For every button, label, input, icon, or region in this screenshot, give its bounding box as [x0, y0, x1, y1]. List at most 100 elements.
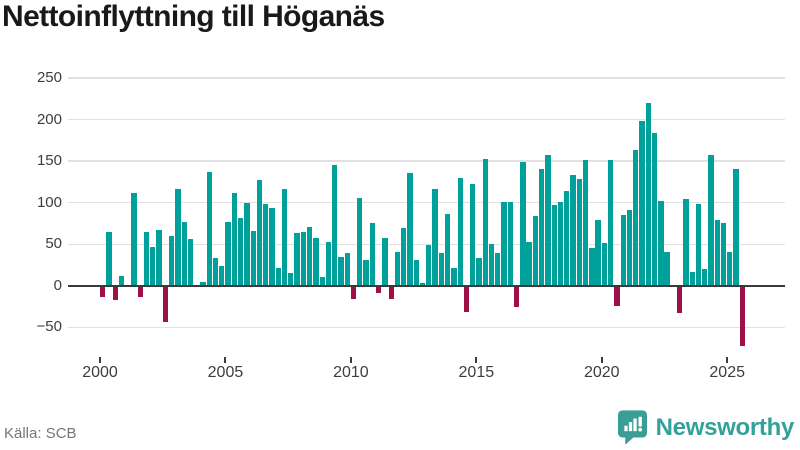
bar: [219, 265, 225, 286]
bar: [181, 221, 187, 286]
bar: [244, 202, 250, 286]
bar: [658, 201, 664, 286]
bar: [256, 180, 263, 286]
bar: [263, 203, 269, 286]
bar: [727, 251, 733, 286]
bar: [695, 203, 702, 286]
bar: [388, 285, 394, 300]
bar: [451, 268, 457, 286]
bar: [281, 189, 288, 286]
bar: [720, 223, 727, 286]
bar: [187, 239, 194, 286]
bar: [708, 155, 714, 286]
newsworthy-wordmark: Newsworthy: [655, 414, 795, 441]
bar: [739, 285, 746, 347]
bar: [482, 158, 488, 286]
y-tick-label: 150: [36, 152, 62, 170]
bar: [319, 276, 325, 286]
bar: [488, 244, 495, 286]
bar: [200, 281, 206, 286]
bar: [300, 231, 306, 286]
gridline: [68, 160, 785, 162]
y-tick-label: 250: [36, 69, 62, 87]
y-tick-label: 50: [45, 235, 62, 253]
gridline: [68, 326, 785, 329]
bar: [237, 217, 244, 286]
bar: [526, 241, 532, 286]
bar: [413, 260, 419, 286]
bar: [344, 252, 350, 286]
bar: [438, 253, 444, 286]
bar: [363, 260, 369, 286]
bar: [582, 160, 589, 286]
bar: [470, 183, 476, 286]
bar: [664, 251, 670, 286]
bar: [626, 210, 633, 286]
bar: [168, 235, 175, 286]
bar: [357, 197, 363, 286]
bar: [269, 207, 275, 286]
bar: [557, 201, 564, 286]
gridline: [68, 118, 785, 121]
bar: [375, 285, 382, 294]
bar: [106, 231, 112, 286]
bar: [112, 285, 118, 300]
bar: [131, 192, 137, 286]
bar: [677, 285, 683, 314]
bar: [206, 171, 212, 286]
bar: [463, 285, 470, 312]
x-tick-label: 2010: [333, 363, 369, 381]
x-tick: [726, 356, 729, 363]
bar: [620, 215, 626, 286]
x-tick-label: 2005: [207, 363, 244, 381]
bar: [288, 272, 294, 286]
y-tick-label: −50: [36, 318, 62, 336]
x-tick-label: 2015: [458, 363, 495, 381]
bar: [639, 121, 645, 286]
bar: [225, 221, 231, 286]
bar: [651, 132, 658, 286]
bar: [407, 172, 413, 286]
bar-chart: 250 200 150 100 50 0 −50 2000 2005 2010 2015 2020 2…: [36, 69, 785, 381]
chart-title: Nettoinflyttning till Höganäs: [2, 0, 385, 33]
bar: [551, 205, 557, 286]
bar: [212, 257, 219, 286]
bar: [539, 168, 545, 286]
bar: [532, 215, 539, 286]
bar: [350, 285, 357, 300]
x-tick-label: 2020: [583, 363, 620, 381]
bar: [520, 161, 526, 286]
bar: [306, 226, 313, 286]
bar: [702, 269, 708, 286]
bar: [332, 165, 338, 286]
bar: [507, 201, 513, 286]
bar: [614, 285, 620, 306]
bar: [150, 246, 156, 286]
bar: [432, 188, 438, 286]
bar: [589, 248, 595, 286]
gridline: [68, 243, 785, 245]
x-tick-label: 2000: [82, 363, 118, 381]
bar: [250, 230, 256, 286]
bar: [595, 220, 601, 286]
y-tick-label: 0: [53, 276, 62, 294]
bar: [733, 169, 739, 286]
bar: [608, 160, 614, 286]
bar: [394, 251, 401, 286]
bar: [162, 285, 169, 322]
x-tick: [99, 356, 101, 363]
bar: [369, 222, 375, 286]
gridline: [68, 77, 785, 79]
bar: [156, 230, 162, 286]
bar: [382, 238, 388, 286]
bar: [100, 285, 106, 297]
bar: [683, 199, 689, 286]
x-tick: [475, 356, 478, 363]
newsworthy-brand: Newsworthy: [617, 410, 795, 446]
bar: [633, 150, 639, 286]
bar: [513, 285, 520, 308]
bar: [576, 179, 582, 286]
bar: [495, 252, 501, 286]
bar: [143, 231, 150, 286]
